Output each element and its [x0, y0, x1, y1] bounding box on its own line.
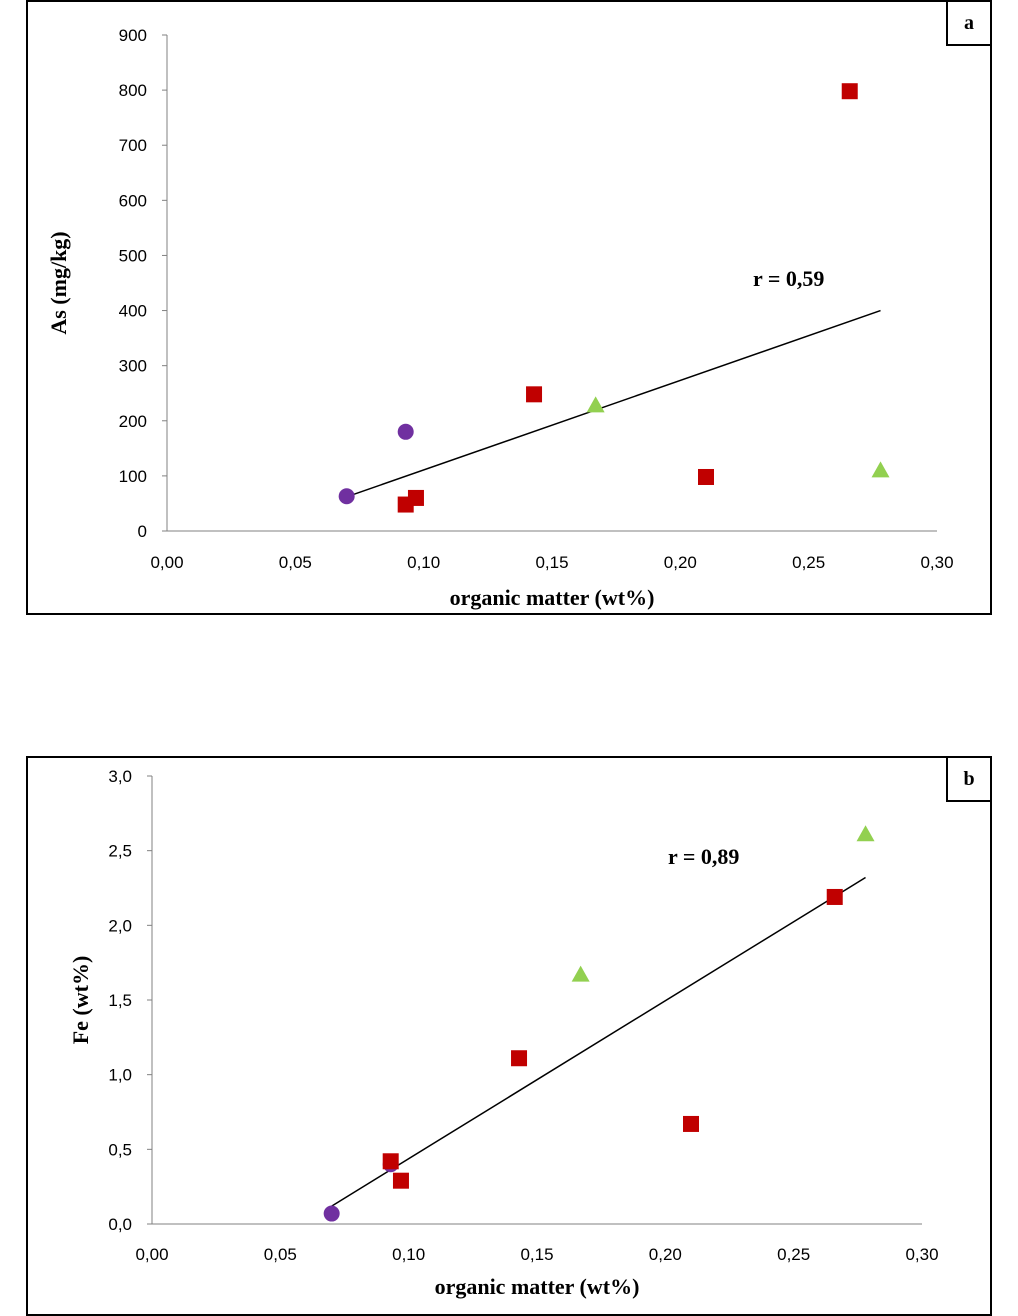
chart-a-x-tick-label: 0,10	[407, 553, 440, 572]
chart-b-data-point-circle	[323, 1205, 340, 1222]
chart-a-y-tick-label: 300	[119, 357, 147, 376]
chart-a-trendline	[346, 309, 881, 498]
chart-b-x-tick-label: 0,10	[392, 1245, 425, 1264]
chart-b-y-tick-label: 3,0	[108, 767, 132, 786]
chart-b-data-point-triangle	[856, 825, 875, 842]
chart-a-y-tick-label: 700	[119, 136, 147, 155]
chart-b-y-tick-label: 2,0	[108, 916, 132, 935]
chart-b-data-point-square	[382, 1153, 399, 1170]
chart-b-y-tick-label: 0,5	[108, 1140, 132, 1159]
chart-b-x-tick-label: 0,25	[777, 1245, 810, 1264]
chart-a-data-point-circle	[397, 423, 414, 440]
chart-a-y-tick-label: 0	[138, 522, 147, 541]
chart-b-data-point-triangle	[571, 965, 590, 982]
chart-panel-a: 0 100 200 300 400 500 600 700 800 900 0,00 0,05 0,10…	[26, 0, 992, 615]
chart-b-x-tick-label: 0,00	[135, 1245, 168, 1264]
chart-b-data-point-square	[392, 1172, 409, 1189]
panel-label-a: a	[946, 2, 990, 46]
chart-panel-b: 0,0 0,5 1,0 1,5 2,0 2,5 3,0 0,00 0,05 0,10 0,15 0,2…	[26, 756, 992, 1316]
chart-a-y-tick-label: 100	[119, 467, 147, 486]
chart-b-y-axis-label: Fe (wt%)	[68, 956, 93, 1045]
chart-a-svg: 0 100 200 300 400 500 600 700 800 900 0,00 0,05 0,10…	[46, 26, 954, 610]
chart-a-x-axis-label: organic matter (wt%)	[450, 585, 655, 610]
chart-b-data-point-square	[826, 888, 843, 905]
chart-a-x-tick-label: 0,25	[792, 553, 825, 572]
chart-a-data-point-square	[698, 468, 714, 485]
chart-a-y-tick-label: 500	[119, 246, 147, 265]
chart-b-x-tick-label: 0,30	[905, 1245, 938, 1264]
chart-a-data-point-triangle	[586, 396, 605, 413]
chart-b-x-tick-label: 0,20	[649, 1245, 682, 1264]
chart-a-data-point-square	[526, 386, 543, 403]
chart-a-y-tick-label: 400	[119, 302, 147, 321]
chart-a-x-tick-label: 0,00	[150, 553, 183, 572]
chart-a-correlation-annotation: r = 0,59	[753, 266, 824, 291]
chart-a-x-tick-label: 0,15	[535, 553, 568, 572]
chart-a-x-tick-label: 0,20	[664, 553, 697, 572]
chart-b-y-tick-label: 1,0	[108, 1066, 132, 1085]
chart-a-y-tick-label: 200	[119, 412, 147, 431]
chart-b-y-tick-label: 2,5	[108, 842, 132, 861]
chart-a-y-tick-label: 600	[119, 191, 147, 210]
chart-b-trendline	[331, 876, 866, 1207]
chart-b-data-point-square	[511, 1050, 528, 1067]
panel-label-b: b	[946, 758, 990, 802]
chart-b-x-tick-label: 0,15	[520, 1245, 553, 1264]
chart-a-y-axis-label: As (mg/kg)	[46, 231, 71, 334]
chart-a-data-point-triangle	[871, 461, 890, 478]
chart-a-data-point-square	[841, 83, 858, 100]
chart-b-x-axis-label: organic matter (wt%)	[435, 1274, 640, 1299]
chart-a-y-tick-label: 800	[119, 81, 147, 100]
chart-a-x-tick-label: 0,30	[920, 553, 953, 572]
chart-b-data-point-square	[683, 1115, 699, 1132]
chart-a-y-tick-label: 900	[119, 26, 147, 45]
chart-b-y-tick-label: 0,0	[108, 1215, 132, 1234]
chart-a-data-point-square	[407, 489, 424, 506]
chart-b-svg: 0,0 0,5 1,0 1,5 2,0 2,5 3,0 0,00 0,05 0,10 0,15 0,2…	[68, 767, 939, 1299]
chart-b-x-tick-label: 0,05	[264, 1245, 297, 1264]
chart-b-y-tick-label: 1,5	[108, 991, 132, 1010]
chart-a-x-tick-label: 0,05	[279, 553, 312, 572]
chart-a-data-point-circle	[338, 488, 355, 505]
chart-b-correlation-annotation: r = 0,89	[668, 844, 739, 869]
